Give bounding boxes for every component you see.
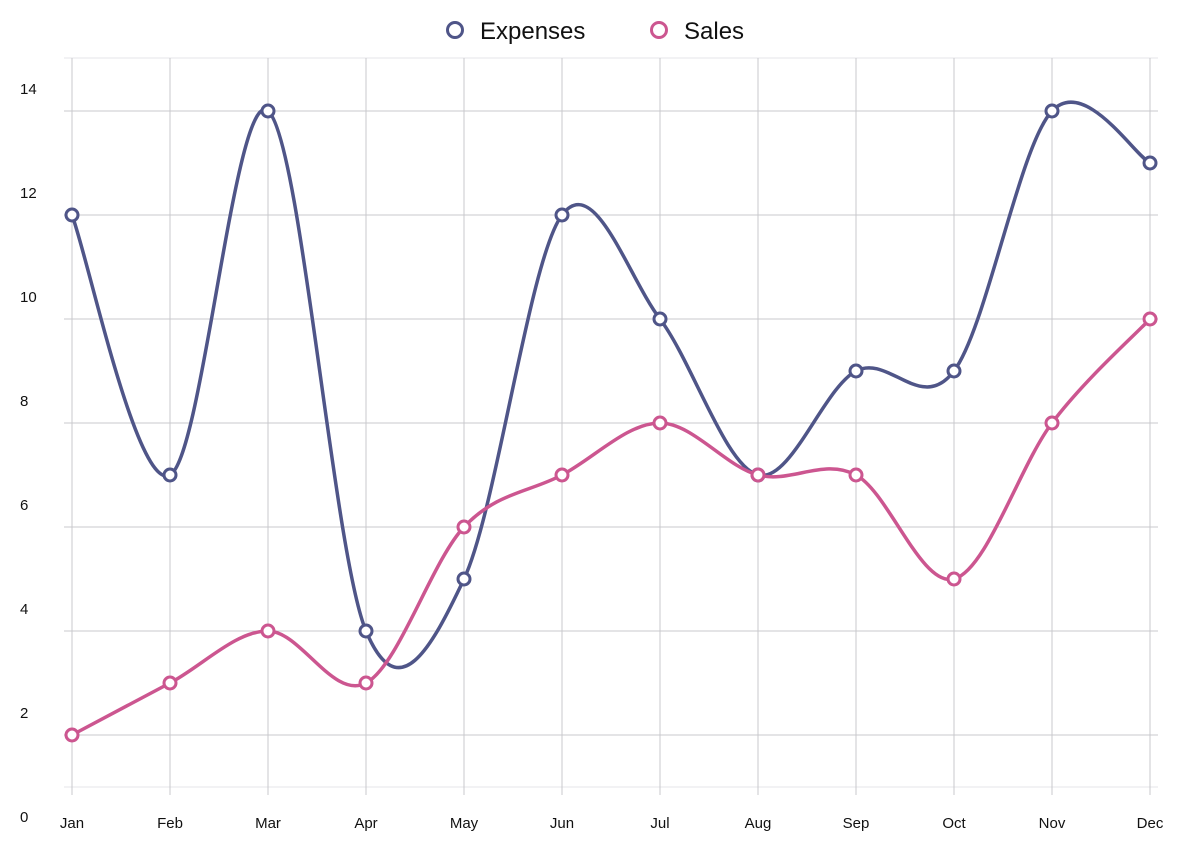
legend-label-expenses: Expenses: [480, 18, 585, 45]
data-point-sales: [1142, 311, 1158, 327]
y-tick-label: 2: [20, 705, 28, 722]
y-tick-label: 8: [20, 393, 28, 410]
data-point-sales: [64, 727, 80, 743]
y-tick-label: 0: [20, 809, 28, 826]
data-point-expenses: [554, 207, 570, 223]
grid: [64, 57, 1158, 795]
y-tick-label: 12: [20, 185, 37, 202]
data-point-expenses: [1142, 155, 1158, 171]
y-tick-label: 4: [20, 601, 28, 618]
series-line-expenses: [70, 100, 1152, 670]
data-point-expenses: [358, 623, 374, 639]
data-point-sales: [554, 467, 570, 483]
data-point-sales: [358, 675, 374, 691]
x-tick-label: Apr: [354, 815, 377, 832]
data-point-expenses: [946, 363, 962, 379]
legend-marker-expenses: [446, 21, 464, 39]
y-tick-label: 6: [20, 497, 28, 514]
legend-item-expenses[interactable]: Expenses: [446, 18, 586, 45]
data-point-expenses: [652, 311, 668, 327]
legend-item-sales[interactable]: Sales: [650, 18, 745, 45]
x-tick-label: May: [450, 815, 479, 832]
data-point-expenses: [1044, 103, 1060, 119]
data-point-sales: [652, 415, 668, 431]
x-axis: Jan Feb Mar Apr May Jun Jul Aug Sep Oct Nov Dec: [60, 815, 1164, 832]
data-point-sales: [260, 623, 276, 639]
data-point-sales: [162, 675, 178, 691]
x-tick-label: Nov: [1039, 815, 1066, 832]
data-point-expenses: [64, 207, 80, 223]
data-point-sales: [946, 571, 962, 587]
x-tick-label: Mar: [255, 815, 281, 832]
data-point-expenses: [848, 363, 864, 379]
legend: Expenses Sales: [446, 18, 745, 45]
x-tick-label: Oct: [942, 815, 966, 832]
data-point-expenses: [456, 571, 472, 587]
x-tick-label: Aug: [745, 815, 772, 832]
series-layer: [64, 100, 1158, 743]
legend-label-sales: Sales: [684, 18, 744, 45]
y-tick-label: 10: [20, 289, 37, 306]
data-point-sales: [456, 519, 472, 535]
data-point-expenses: [260, 103, 276, 119]
x-tick-label: Jun: [550, 815, 574, 832]
x-tick-label: Jul: [650, 815, 669, 832]
legend-marker-sales: [650, 21, 668, 39]
data-point-expenses: [162, 467, 178, 483]
series-expenses: [64, 100, 1158, 670]
x-tick-label: Dec: [1137, 815, 1164, 832]
y-axis: 0 2 4 6 8 10 12 14: [20, 81, 37, 826]
series-sales: [64, 311, 1158, 743]
y-tick-label: 14: [20, 81, 37, 98]
x-tick-label: Jan: [60, 815, 84, 832]
data-point-sales: [1044, 415, 1060, 431]
data-point-sales: [848, 467, 864, 483]
x-tick-label: Feb: [157, 815, 183, 832]
data-point-sales: [750, 467, 766, 483]
x-tick-label: Sep: [843, 815, 870, 832]
